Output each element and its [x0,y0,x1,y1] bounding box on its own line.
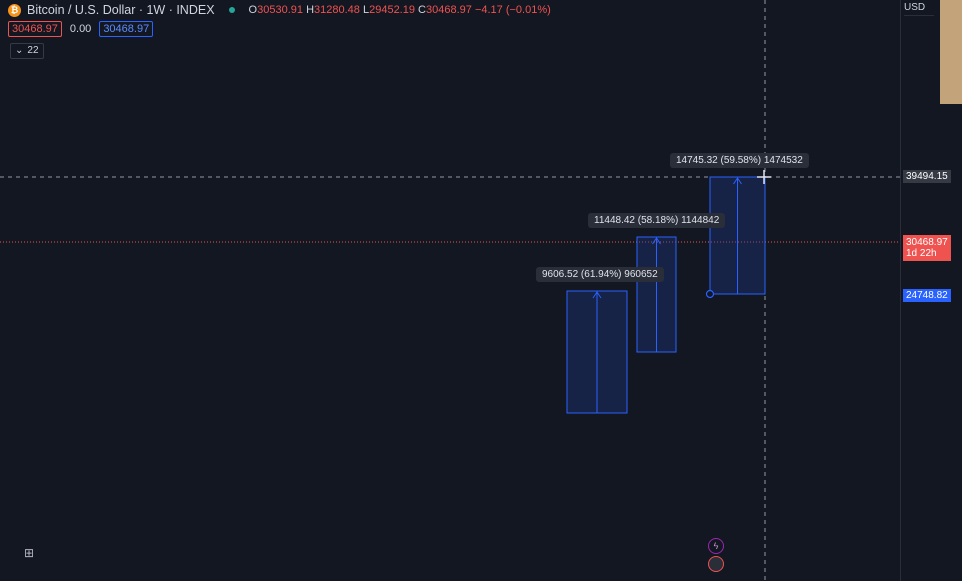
measure-arrowhead [652,237,661,245]
ohlc-values: O30530.91 H31280.48 L29452.19 C30468.97 … [248,4,551,16]
chevron-down-icon: ⌄ [15,45,24,56]
currency-label[interactable]: USD [904,2,934,16]
lightning-icon[interactable]: ϟ [708,538,724,554]
bid-ask-row: 30468.97 0.00 30468.97 [8,21,154,37]
flag-icon[interactable] [708,556,724,572]
crosshair-cursor-icon [757,170,771,184]
measure-label-1: 9606.52 (61.94%) 960652 [536,267,664,282]
measure-label-3: 14745.32 (59.58%) 1474532 [670,153,809,168]
measure-arrowhead [592,291,602,299]
crosshair-price-tag: 39494.15 [903,170,951,183]
bitcoin-icon: ₿ [8,3,21,17]
price-change: −4.17 (−0.01%) [474,4,551,16]
measure-arrowhead [733,177,742,185]
symbol-title[interactable]: Bitcoin / U.S. Dollar · 1W · INDEX [27,3,215,17]
sell-price-button[interactable]: 30468.97 [8,21,62,37]
indicators-toggle-button[interactable]: ⌄ 22 [10,43,44,59]
chart-legend: ₿ Bitcoin / U.S. Dollar · 1W · INDEX O30… [8,2,551,18]
layout-grid-icon[interactable]: ⊞ [24,546,35,560]
spread-value: 0.00 [69,23,92,35]
last-price-tag: 30468.97 1d 22h [903,235,951,261]
measure-anchor-handle[interactable] [705,289,715,299]
webcam-overlay [940,0,962,104]
buy-price-button[interactable]: 30468.97 [99,21,154,37]
measure-low-tag: 24748.82 [903,289,951,302]
market-status-icon [228,7,235,13]
measure-label-2: 11448.42 (58.18%) 1144842 [588,213,726,228]
